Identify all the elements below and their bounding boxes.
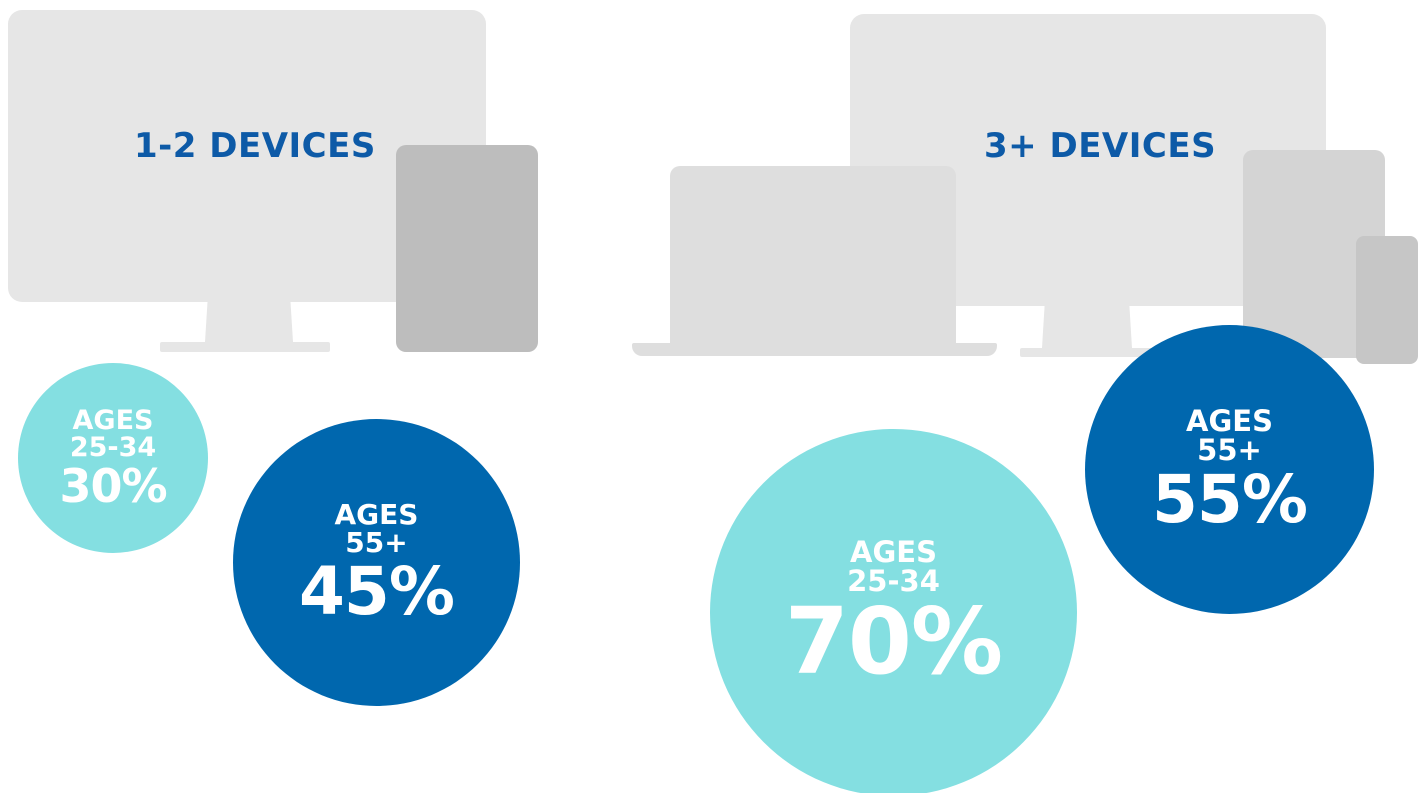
bubble-label-age-range: 55+ — [345, 525, 408, 559]
laptop-icon — [670, 166, 956, 346]
tablet-icon — [396, 145, 538, 352]
laptop-base — [632, 343, 997, 356]
bubble-1-2-devices-ages-25-34: AGES 25-34 30% — [18, 363, 208, 553]
bubble-3-plus-devices-ages-55-plus: AGES 55+ 55% — [1085, 325, 1374, 614]
bubble-label-age-range: 25-34 — [847, 563, 940, 598]
monitor-stand — [1042, 304, 1132, 348]
bubble-percent: 30% — [59, 459, 167, 513]
heading-3-plus-devices: 3+ DEVICES — [984, 126, 1217, 166]
phone-icon — [1356, 236, 1418, 364]
bubble-label-ages: AGES — [1186, 403, 1273, 438]
bubble-label-age-range: 55+ — [1197, 432, 1262, 467]
heading-1-2-devices: 1-2 DEVICES — [134, 126, 376, 166]
monitor-base — [160, 342, 330, 352]
bubble-percent: 55% — [1152, 460, 1308, 538]
bubble-percent: 70% — [784, 587, 1003, 695]
bubble-label-ages: AGES — [850, 534, 937, 569]
monitor-base — [1020, 348, 1200, 357]
bubble-label-ages: AGES — [72, 405, 154, 436]
bubble-1-2-devices-ages-55-plus: AGES 55+ 45% — [233, 419, 520, 706]
bubble-label-age-range: 25-34 — [69, 432, 157, 463]
monitor-stand — [205, 300, 293, 342]
bubble-3-plus-devices-ages-25-34: AGES 25-34 70% — [710, 429, 1077, 793]
bubble-percent: 45% — [299, 552, 455, 630]
bubble-label-ages: AGES — [334, 497, 419, 531]
